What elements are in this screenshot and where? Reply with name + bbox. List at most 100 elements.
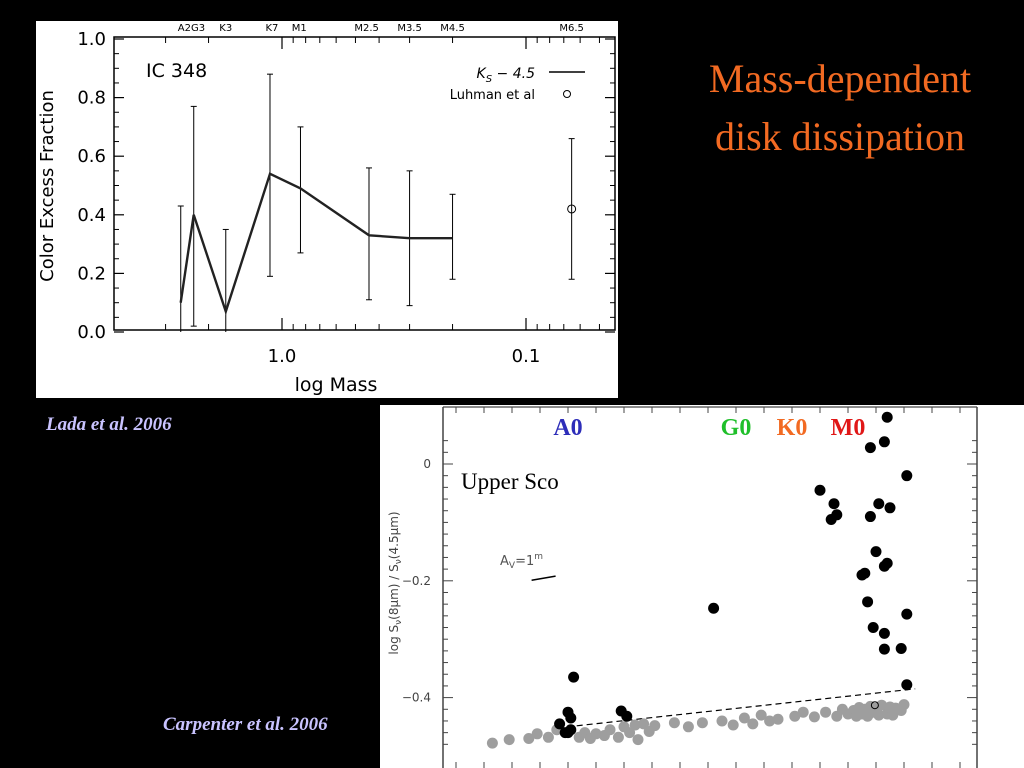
upper-sco-photosphere-point: [789, 710, 801, 722]
upper-sco-y-tick-label: −0.4: [402, 691, 431, 705]
upper-sco-photosphere-point: [590, 728, 602, 740]
upper-sco-photosphere-point: [668, 717, 680, 729]
upper-sco-excess-point: [878, 627, 890, 639]
slide-title-line1: Mass-dependent: [708, 56, 972, 101]
upper-sco-photosphere-point: [738, 712, 750, 724]
ic348-x-ticks: 1.0 0.1: [165, 37, 600, 367]
upper-sco-excess-point: [881, 411, 893, 423]
ic348-legend-label-ks: KS − 4.5: [477, 66, 536, 85]
ic348-y-tick-label: 1.0: [77, 29, 106, 50]
upper-sco-chart: 0 −0.2 −0.4 A0 G0 K0 M0 Upper Sco log Sν(8µm)…: [380, 405, 1024, 768]
upper-sco-photosphere-point: [727, 719, 739, 731]
upper-sco-photosphere-point: [542, 731, 554, 743]
citation-lada: Lada et al. 2006: [46, 414, 172, 435]
ic348-spectral-type-label: M2.5: [354, 23, 379, 34]
upper-sco-excess-point: [708, 602, 720, 614]
upper-sco-excess-point: [862, 596, 874, 608]
upper-sco-photosphere-point: [876, 699, 888, 711]
slide-title-line2: disk dissipation: [714, 114, 966, 159]
upper-sco-photosphere-point: [696, 717, 708, 729]
ic348-luhman-point: [567, 204, 577, 214]
ic348-spectral-type-labels: A2G3 K3 K7 M1 M2.5 M3.5 M4.5 M6.5: [178, 23, 584, 34]
ic348-chart: A2G3 K3 K7 M1 M2.5 M3.5 M4.5 M6.5 0.00.20.40.60…: [36, 21, 618, 398]
upper-sco-excess-point: [864, 511, 876, 523]
upper-sco-spectral-marker: K0: [777, 415, 808, 441]
upper-sco-photosphere-point: [629, 719, 641, 731]
upper-sco-photosphere-point: [638, 718, 650, 730]
upper-sco-y-tick-label: −0.2: [402, 574, 431, 588]
upper-sco-photosphere-point: [808, 711, 820, 723]
ic348-legend-label-luhman: Luhman et al: [450, 88, 535, 103]
upper-sco-excess-point: [895, 643, 907, 655]
upper-sco-points: [486, 411, 913, 749]
ic348-spectral-type-label: M4.5: [440, 23, 465, 34]
upper-sco-photosphere-point: [898, 699, 910, 711]
ic348-panel-label: IC 348: [146, 60, 207, 82]
upper-sco-x-ticks: [455, 407, 961, 768]
upper-sco-spectral-markers: A0 G0 K0 M0: [553, 415, 865, 441]
upper-sco-photosphere-point: [820, 706, 832, 718]
ic348-series: [179, 172, 577, 316]
upper-sco-open-point: [870, 701, 879, 710]
upper-sco-excess-point: [621, 710, 633, 722]
upper-sco-panel-label: Upper Sco: [461, 469, 559, 494]
upper-sco-reddening-eq: =1: [515, 554, 534, 569]
upper-sco-excess-point: [878, 643, 890, 655]
ic348-x-tick-label: 0.1: [512, 346, 541, 367]
upper-sco-photosphere-point: [747, 718, 759, 730]
upper-sco-photosphere-point: [716, 715, 728, 727]
ic348-spectral-type-label: K7: [265, 23, 278, 34]
upper-sco-photosphere-point: [632, 734, 644, 746]
ic348-legend: KS − 4.5 Luhman et al: [450, 66, 585, 103]
upper-sco-excess-point: [901, 470, 913, 482]
upper-sco-excess-point: [901, 679, 913, 691]
ic348-y-tick-label: 0.8: [77, 88, 106, 109]
upper-sco-photosphere-point: [531, 728, 543, 740]
upper-sco-photosphere-point: [772, 713, 784, 725]
upper-sco-photosphere-point: [486, 737, 498, 749]
upper-sco-photosphere-point: [682, 721, 694, 733]
upper-sco-excess-point: [873, 498, 885, 510]
upper-sco-ylabel-mid: (8µm) / S: [387, 564, 401, 620]
upper-sco-ylabel-sub1: ν: [394, 620, 404, 625]
upper-sco-plot-frame: [442, 406, 978, 768]
upper-sco-excess-point: [867, 622, 879, 634]
upper-sco-y-ticks: 0 −0.2 −0.4: [402, 440, 977, 745]
ic348-spectral-type-label: M3.5: [397, 23, 422, 34]
upper-sco-excess-point: [878, 560, 890, 572]
upper-sco-y-tick-label: 0: [423, 457, 431, 471]
upper-sco-excess-point: [856, 569, 868, 581]
upper-sco-photosphere-point: [612, 731, 624, 743]
ic348-x-tick-label: 1.0: [268, 346, 297, 367]
upper-sco-y-axis-label: log Sν(8µm) / Sν(4.5µm): [387, 511, 404, 654]
upper-sco-excess-point: [814, 484, 826, 496]
upper-sco-spectral-marker: A0: [553, 415, 582, 441]
upper-sco-excess-point: [884, 502, 896, 514]
upper-sco-photosphere-point: [604, 724, 616, 736]
ic348-spectral-type-label: M1: [292, 23, 307, 34]
ic348-y-tick-label: 0.4: [77, 205, 106, 226]
upper-sco-excess-point: [568, 671, 580, 683]
upper-sco-spectral-marker: G0: [721, 415, 752, 441]
upper-sco-excess-point: [864, 442, 876, 454]
ic348-spectral-type-label: A2G3: [178, 23, 205, 34]
ic348-spectral-type-label: M6.5: [559, 23, 584, 34]
upper-sco-excess-point: [878, 436, 890, 448]
upper-sco-excess-point: [828, 498, 840, 510]
upper-sco-excess-point: [565, 724, 577, 736]
ic348-y-tick-label: 0.0: [77, 322, 106, 343]
ic348-x-axis-label: log Mass: [295, 374, 378, 396]
upper-sco-reddening-label: AV=1m: [500, 552, 543, 571]
citation-carpenter: Carpenter et al. 2006: [163, 714, 328, 735]
upper-sco-photosphere-point: [797, 706, 809, 718]
upper-sco-reddening-sup: m: [534, 552, 543, 562]
ic348-spectral-type-label: K3: [219, 23, 232, 34]
upper-sco-photosphere-point: [873, 709, 885, 721]
upper-sco-excess-point: [870, 546, 882, 558]
ic348-plot-frame: [113, 36, 616, 331]
ic348-axes-box: [113, 36, 616, 331]
upper-sco-excess-point: [554, 718, 566, 730]
upper-sco-ylabel-sub2: ν: [394, 559, 404, 564]
upper-sco-photosphere-point: [649, 720, 661, 732]
upper-sco-photosphere-point: [755, 709, 767, 721]
